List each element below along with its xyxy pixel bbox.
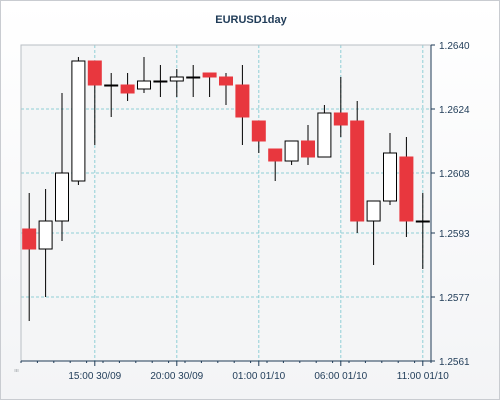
candle-body-down	[251, 120, 266, 142]
candle-body-up	[317, 112, 332, 158]
candle-body-down	[235, 84, 250, 118]
candle	[202, 72, 217, 97]
candle-body-down	[301, 140, 315, 158]
candle	[366, 200, 381, 265]
candle-body-up	[38, 220, 53, 250]
candle-body-down	[268, 148, 283, 162]
y-tick-label: 1.2561	[439, 357, 470, 368]
candles	[22, 57, 430, 321]
candle	[333, 77, 348, 137]
candle	[301, 125, 315, 165]
candle-body-down	[87, 60, 102, 86]
candle-body-up	[153, 80, 168, 83]
candle-body-down	[120, 84, 135, 94]
candle-body-down	[202, 72, 217, 78]
candle	[251, 120, 266, 153]
x-tick-label: 06:00 01/10	[314, 371, 367, 382]
x-tick-label: 11:00 01/10	[397, 371, 450, 382]
x-tick-label: 15:00 30/09	[68, 371, 121, 382]
candle-body-down	[22, 228, 37, 250]
candle-body-up	[415, 220, 430, 223]
y-axis-ticks: 1.2561 1.2577 1.2593 1.2608 1.2624 1.2640	[431, 41, 470, 368]
candle-body-up	[137, 80, 151, 90]
candle	[235, 65, 250, 145]
candle-body-down	[399, 156, 414, 222]
y-tick-label: 1.2640	[439, 41, 470, 52]
candle	[415, 193, 430, 269]
y-tick-label: 1.2593	[439, 229, 470, 240]
y-tick-label: 1.2608	[439, 169, 470, 180]
candle	[22, 193, 37, 321]
candle-body-up	[366, 200, 381, 222]
x-tick-label: 20:00 30/09	[150, 371, 203, 382]
candle-body-up	[169, 76, 184, 82]
x-tick-label: 01:00 01/10	[232, 371, 285, 382]
candle-body-up	[186, 76, 201, 79]
candle-body-up	[104, 84, 119, 87]
candle	[268, 148, 283, 181]
candle	[169, 69, 184, 97]
candle	[350, 101, 365, 233]
candle	[317, 105, 332, 158]
candle-body-down	[219, 76, 233, 86]
candle	[55, 93, 69, 241]
candle-body-down	[333, 112, 348, 126]
chart-title: EURUSD1day	[215, 14, 287, 26]
candle-body-up	[55, 172, 69, 222]
candle	[399, 137, 414, 237]
candle	[153, 65, 168, 97]
candle	[120, 73, 135, 101]
y-tick-label: 1.2624	[439, 105, 470, 116]
candle-body-up	[71, 60, 86, 182]
candle	[137, 57, 151, 93]
candle-body-up	[284, 140, 299, 162]
candle	[87, 60, 102, 145]
candle	[219, 73, 233, 105]
candle-body-down	[350, 120, 365, 222]
candle	[186, 65, 201, 97]
candle	[71, 57, 86, 185]
y-tick-label: 1.2577	[439, 293, 470, 304]
candle	[284, 140, 299, 165]
candle	[104, 73, 119, 117]
axes	[14, 44, 432, 372]
candle-body-up	[383, 152, 397, 202]
candle	[38, 189, 53, 297]
x-axis-ticks: 15:00 30/09 20:00 30/09 01:00 01/10 06:00 0…	[20, 361, 450, 382]
candle	[383, 133, 397, 205]
